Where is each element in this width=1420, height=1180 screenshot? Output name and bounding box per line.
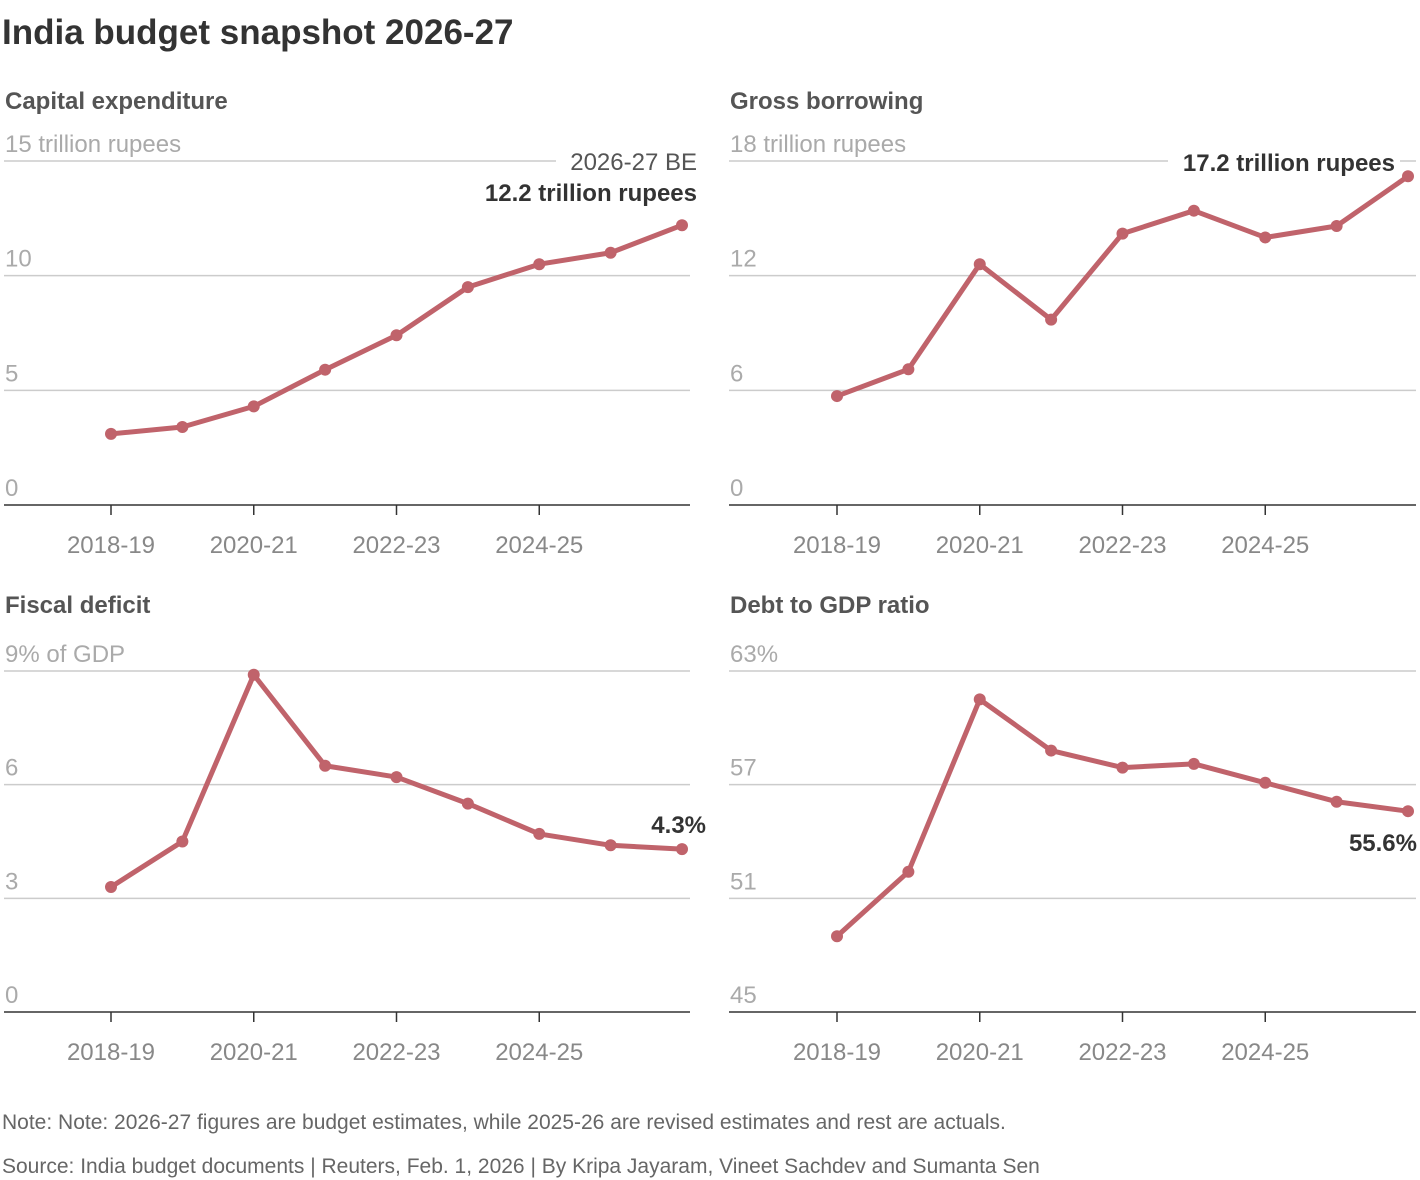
panel-title: Gross borrowing bbox=[730, 88, 923, 115]
series-line bbox=[835, 696, 1409, 939]
annotation-value: 4.3% bbox=[651, 812, 706, 839]
data-point-2024-25 bbox=[533, 258, 546, 271]
y-tick-label: 0 bbox=[5, 475, 18, 502]
x-tick-label: 2020-21 bbox=[936, 1039, 1024, 1066]
data-point-2021-22 bbox=[319, 759, 332, 772]
data-point-2025-26 bbox=[604, 839, 617, 852]
data-point-2026-27 bbox=[1402, 805, 1414, 818]
panel-debt-to-gdp-ratio: Debt to GDP ratio 63% 57 51 45 2018-19 2020-21… bbox=[729, 592, 1417, 1066]
data-point-2022-23 bbox=[1116, 227, 1129, 240]
x-tick-label: 2022-23 bbox=[352, 1039, 440, 1066]
annotation-value: 17.2 trillion rupees bbox=[1183, 150, 1395, 177]
x-tick-label: 2018-19 bbox=[67, 1039, 155, 1066]
data-point-2025-26 bbox=[1330, 219, 1343, 232]
data-point-2020-21 bbox=[973, 693, 986, 706]
y-tick-label: 0 bbox=[5, 982, 18, 1009]
data-point-2020-21 bbox=[247, 400, 260, 413]
y-tick-label: 57 bbox=[730, 755, 757, 782]
y-tick-label: 10 bbox=[5, 246, 32, 273]
data-point-2025-26 bbox=[1330, 795, 1343, 808]
data-point-2024-25 bbox=[1259, 231, 1272, 244]
data-point-2023-24 bbox=[461, 281, 474, 294]
x-tick-label: 2020-21 bbox=[210, 1039, 298, 1066]
y-tick-label: 3 bbox=[5, 868, 18, 895]
data-point-2023-24 bbox=[1187, 757, 1200, 770]
data-point-2026-27 bbox=[1402, 170, 1414, 183]
data-point-2022-23 bbox=[390, 329, 403, 342]
x-tick-label: 2024-25 bbox=[495, 532, 583, 559]
x-tick-label: 2018-19 bbox=[793, 1039, 881, 1066]
data-point-2022-23 bbox=[390, 771, 403, 784]
data-point-2020-21 bbox=[247, 668, 260, 681]
data-point-2024-25 bbox=[533, 827, 546, 840]
data-point-2019-20 bbox=[902, 363, 915, 376]
footnote: Note: Note: 2026-27 figures are budget e… bbox=[2, 1111, 1006, 1134]
data-point-2025-26 bbox=[604, 246, 617, 259]
x-tick-label: 2022-23 bbox=[352, 532, 440, 559]
x-tick-label: 2018-19 bbox=[793, 532, 881, 559]
data-point-2018-19 bbox=[105, 880, 117, 893]
x-tick-label: 2018-19 bbox=[67, 532, 155, 559]
data-point-2023-24 bbox=[1187, 204, 1200, 217]
chart-title: India budget snapshot 2026-27 bbox=[2, 13, 514, 52]
y-tick-label: 9% of GDP bbox=[5, 641, 125, 668]
x-tick-label: 2020-21 bbox=[936, 532, 1024, 559]
annotation-background bbox=[556, 146, 698, 174]
data-point-2018-19 bbox=[105, 427, 117, 440]
annotation-value: 12.2 trillion rupees bbox=[485, 180, 697, 207]
x-tick-label: 2024-25 bbox=[1221, 1039, 1309, 1066]
data-point-2021-22 bbox=[319, 363, 332, 376]
data-point-2020-21 bbox=[973, 258, 986, 271]
data-point-2026-27 bbox=[676, 843, 688, 856]
annotation-label: 2026-27 BE bbox=[570, 149, 697, 176]
annotation-value: 55.6% bbox=[1349, 830, 1417, 857]
data-point-2022-23 bbox=[1116, 761, 1129, 774]
data-point-2018-19 bbox=[831, 390, 843, 403]
panel-title: Fiscal deficit bbox=[5, 592, 150, 619]
data-point-2019-20 bbox=[176, 421, 189, 434]
x-tick-label: 2022-23 bbox=[1078, 532, 1166, 559]
panel-gross-borrowing: Gross borrowing 18 trillion rupees 12 6 0 201… bbox=[729, 88, 1416, 559]
y-tick-label: 63% bbox=[730, 641, 778, 668]
y-tick-label: 18 trillion rupees bbox=[730, 131, 906, 158]
y-tick-label: 0 bbox=[730, 475, 743, 502]
y-tick-label: 15 trillion rupees bbox=[5, 131, 181, 158]
y-tick-label: 6 bbox=[730, 360, 743, 387]
data-point-2019-20 bbox=[902, 865, 915, 878]
source-line: Source: India budget documents | Reuters… bbox=[2, 1155, 1040, 1178]
y-tick-label: 12 bbox=[730, 246, 757, 273]
x-tick-label: 2024-25 bbox=[495, 1039, 583, 1066]
panel-title: Debt to GDP ratio bbox=[730, 592, 930, 619]
data-point-2021-22 bbox=[1045, 313, 1058, 326]
data-point-2023-24 bbox=[461, 797, 474, 810]
data-point-2021-22 bbox=[1045, 744, 1058, 757]
x-tick-label: 2024-25 bbox=[1221, 532, 1309, 559]
y-tick-label: 5 bbox=[5, 360, 18, 387]
panel-capital-expenditure: Capital expenditure 15 trillion rupees 10 5… bbox=[4, 88, 698, 559]
y-tick-label: 6 bbox=[5, 755, 18, 782]
data-point-2018-19 bbox=[831, 930, 843, 943]
panel-title: Capital expenditure bbox=[5, 88, 228, 115]
data-point-2024-25 bbox=[1259, 776, 1272, 789]
data-point-2019-20 bbox=[176, 835, 189, 848]
series-line bbox=[836, 174, 1410, 399]
panel-fiscal-deficit: Fiscal deficit 9% of GDP 6 3 0 2018-19 2020-21… bbox=[4, 592, 706, 1066]
annotation-background bbox=[1168, 146, 1400, 174]
y-tick-label: 51 bbox=[730, 868, 757, 895]
x-tick-label: 2022-23 bbox=[1078, 1039, 1166, 1066]
data-point-2026-27 bbox=[676, 219, 688, 232]
x-tick-label: 2020-21 bbox=[210, 532, 298, 559]
y-tick-label: 45 bbox=[730, 982, 757, 1009]
